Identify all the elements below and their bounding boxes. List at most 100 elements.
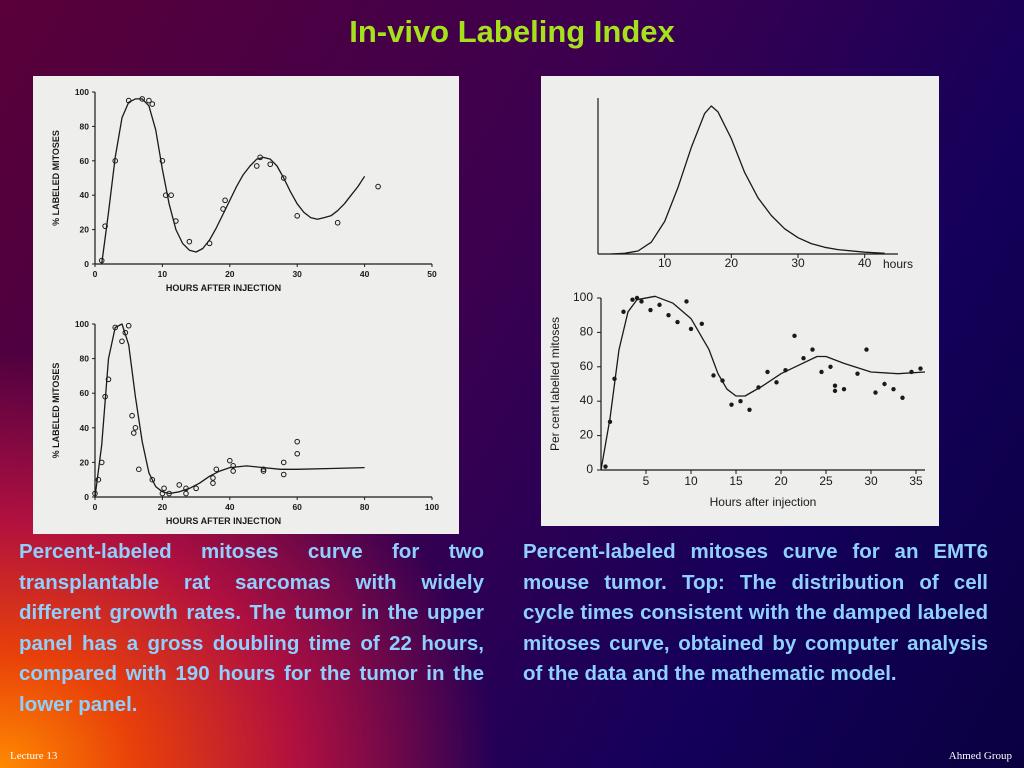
data-point — [95, 476, 102, 483]
data-point — [227, 457, 233, 464]
x-tick-label: 20 — [225, 269, 235, 279]
data-point — [688, 326, 694, 332]
fitted-curve — [94, 323, 365, 498]
data-point — [98, 459, 105, 466]
x-axis-title: Hours after injection — [710, 495, 817, 509]
data-point — [183, 485, 189, 492]
y-axis-title: % LABELED MITOSES — [51, 130, 61, 226]
data-point — [230, 463, 236, 469]
data-point — [900, 395, 905, 400]
data-point — [92, 490, 98, 497]
data-point — [125, 322, 132, 329]
x-tick-label: 50 — [427, 269, 437, 279]
x-tick-label: 10 — [684, 474, 698, 488]
data-point — [267, 161, 274, 168]
data-point — [186, 238, 193, 245]
data-point — [166, 490, 172, 497]
data-point — [747, 407, 752, 412]
data-point — [603, 464, 608, 469]
data-point — [193, 485, 199, 492]
data-point — [765, 369, 770, 375]
data-point — [666, 313, 671, 318]
footer-lecture: Lecture 13 — [10, 750, 58, 762]
data-point — [130, 430, 137, 436]
data-point — [699, 321, 704, 326]
data-point — [855, 371, 860, 376]
data-point — [206, 240, 213, 247]
data-point — [129, 412, 135, 419]
x-tick-label: 0 — [93, 269, 98, 279]
data-point — [280, 471, 287, 478]
data-point — [139, 96, 145, 102]
data-point — [294, 438, 301, 445]
data-point — [119, 338, 125, 345]
y-tick-label: 20 — [80, 225, 90, 235]
left-caption: Percent-labeled mitoses curve for two tr… — [19, 540, 484, 716]
data-point — [260, 468, 267, 474]
data-point — [210, 475, 216, 481]
data-point — [125, 97, 132, 104]
data-point — [112, 324, 119, 331]
data-point — [159, 490, 166, 497]
left-figure-panel: 0 10 20 30 40 50 0 20 40 60 80 100 HOURS AFTER INJEC… — [33, 76, 459, 534]
y-tick-label: 100 — [75, 87, 89, 97]
x-tick-label: 10 — [158, 269, 168, 279]
data-point — [720, 378, 725, 383]
x-tick-label: 35 — [909, 474, 923, 488]
x-tick-label: 30 — [864, 474, 878, 488]
cell-cycle-distribution-chart: 10 20 30 40 hours — [597, 98, 913, 271]
x-tick-label: 20 — [158, 502, 168, 512]
lower-rat-sarcoma-chart: 0 20 40 60 80 100 0 20 40 60 80 100 HOURS AFTER INJE… — [51, 319, 439, 526]
data-point — [729, 402, 734, 407]
data-point — [136, 466, 142, 473]
data-point — [162, 192, 169, 198]
data-point — [864, 347, 869, 352]
data-point — [210, 480, 216, 486]
x-axis-title: HOURS AFTER INJECTION — [166, 283, 281, 293]
data-point — [257, 154, 263, 161]
x-tick-label: 40 — [858, 256, 872, 270]
page-title: In-vivo Labeling Index — [349, 14, 675, 49]
x-tick-label: 15 — [729, 474, 743, 488]
data-point — [253, 163, 260, 169]
data-point — [149, 476, 156, 483]
y-axis-title: % LABELED MITOSES — [51, 363, 61, 459]
data-point — [792, 333, 797, 339]
y-tick-label: 0 — [586, 462, 593, 476]
y-tick-label: 40 — [580, 393, 594, 407]
emt6-plots: 10 20 30 40 hours 5 10 15 20 25 30 35 0 20 40 60 80 100 Ho… — [548, 98, 926, 509]
data-point — [334, 219, 341, 226]
y-tick-label: 80 — [80, 121, 90, 131]
data-point — [612, 376, 617, 382]
data-point — [294, 213, 301, 219]
data-point — [634, 295, 640, 301]
data-point — [280, 459, 287, 466]
data-point — [161, 485, 167, 492]
x-tick-label: 100 — [425, 502, 439, 512]
y-tick-label: 0 — [84, 259, 89, 269]
data-point — [882, 381, 887, 387]
data-point — [98, 257, 105, 264]
x-axis-title: HOURS AFTER INJECTION — [166, 516, 281, 526]
data-point — [375, 183, 381, 190]
data-point — [222, 197, 228, 204]
data-point — [102, 223, 108, 229]
x-axis-title: hours — [883, 257, 913, 271]
data-point — [607, 419, 613, 425]
x-tick-label: 40 — [225, 502, 235, 512]
emt6-labeled-mitoses-chart: 5 10 15 20 25 30 35 0 20 40 60 80 100 Hours after inj… — [548, 290, 926, 509]
data-point — [173, 218, 179, 224]
data-point — [176, 482, 183, 488]
data-point — [213, 466, 220, 473]
data-point — [657, 302, 662, 308]
y-tick-label: 40 — [80, 423, 90, 433]
data-point — [102, 393, 108, 400]
data-point — [230, 468, 236, 474]
y-tick-label: 40 — [80, 190, 90, 200]
y-tick-label: 80 — [80, 354, 90, 364]
data-point — [738, 399, 743, 404]
data-point — [783, 368, 788, 373]
x-tick-label: 40 — [360, 269, 370, 279]
x-tick-label: 60 — [292, 502, 302, 512]
y-tick-label: 100 — [573, 290, 593, 304]
